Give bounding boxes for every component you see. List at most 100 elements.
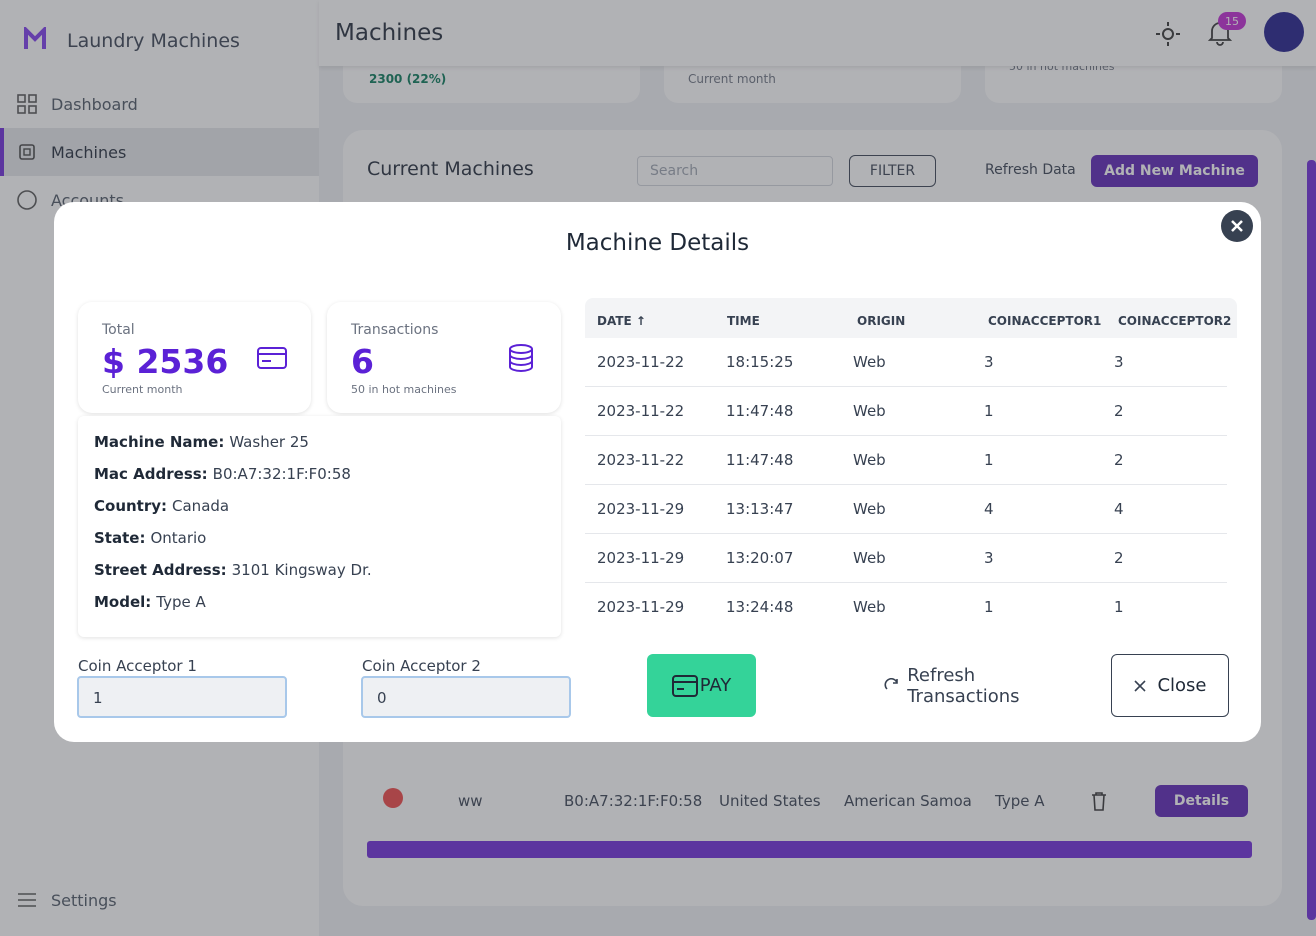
close-button[interactable]: Close xyxy=(1111,654,1229,717)
cell: 3 xyxy=(1114,353,1124,371)
cell: 3 xyxy=(984,549,994,567)
cell: Web xyxy=(853,549,886,567)
cell: 2023-11-29 xyxy=(597,598,685,616)
cell: Type A xyxy=(995,792,1045,810)
detail-row: Model: Type A xyxy=(94,593,206,611)
cell: 18:15:25 xyxy=(726,353,794,371)
accounts-icon xyxy=(17,190,37,210)
detail-label: Street Address: xyxy=(94,561,227,579)
row-divider xyxy=(585,533,1227,534)
detail-row: Country: Canada xyxy=(94,497,229,515)
pay-label: PAY xyxy=(699,675,732,696)
cell: Web xyxy=(853,451,886,469)
nav-item[interactable]: Machines xyxy=(51,143,127,162)
page-title: Machines xyxy=(335,20,444,46)
cell: 4 xyxy=(1114,500,1124,518)
nav-item[interactable]: Settings xyxy=(51,891,117,910)
cell: 13:24:48 xyxy=(726,598,794,616)
nav-active xyxy=(0,128,319,176)
cell: 2023-11-29 xyxy=(597,500,685,518)
scrollbar[interactable] xyxy=(1307,160,1316,920)
card-note: Current month xyxy=(102,383,183,396)
card-icon xyxy=(509,344,533,372)
card-label: Transactions xyxy=(351,322,439,338)
pay-button[interactable]: PAY xyxy=(647,654,756,717)
cell: 2 xyxy=(1114,451,1124,469)
row-divider xyxy=(585,484,1227,485)
detail-row: State: Ontario xyxy=(94,529,206,547)
row-divider xyxy=(585,582,1227,583)
card-value: $ 2536 xyxy=(102,342,229,381)
delete-icon[interactable] xyxy=(1090,791,1108,811)
input-label: Coin Acceptor 1 xyxy=(78,657,197,675)
cell: 11:47:48 xyxy=(726,451,794,469)
cell: ww xyxy=(458,792,483,810)
cell: 2 xyxy=(1114,549,1124,567)
coin-input[interactable]: 0 xyxy=(361,676,571,718)
details-box xyxy=(78,416,561,637)
detail-label: Model: xyxy=(94,593,152,611)
details-button[interactable]: Details xyxy=(1155,785,1248,817)
cell: 2 xyxy=(1114,402,1124,420)
row-divider xyxy=(585,435,1227,436)
header xyxy=(319,0,1316,66)
refresh-label: Refresh Transactions xyxy=(907,664,1020,707)
panel-title: Current Machines xyxy=(367,158,534,180)
column-header: TIME xyxy=(727,314,760,328)
cell: 2023-11-22 xyxy=(597,451,685,469)
add-button[interactable]: Add New Machine xyxy=(1091,155,1258,187)
detail-value: 3101 Kingsway Dr. xyxy=(231,561,372,579)
detail-value: Type A xyxy=(156,593,206,611)
coin-input[interactable]: 1 xyxy=(77,676,287,718)
detail-label: State: xyxy=(94,529,146,547)
nav-item[interactable]: Dashboard xyxy=(51,95,138,114)
cell: 2023-11-29 xyxy=(597,549,685,567)
cell: Web xyxy=(853,353,886,371)
row-divider xyxy=(585,386,1227,387)
input-label: Coin Acceptor 2 xyxy=(362,657,481,675)
card-note: 50 in hot machines xyxy=(351,383,457,396)
cell: United States xyxy=(719,792,821,810)
cell: Web xyxy=(853,598,886,616)
column-header: COINACCEPTOR2 xyxy=(1118,314,1232,328)
stat-change: 2300 (22%) xyxy=(369,72,447,86)
close-label: Close xyxy=(1157,675,1207,696)
cell: 13:13:47 xyxy=(726,500,794,518)
cell: 2023-11-22 xyxy=(597,402,685,420)
detail-value: B0:A7:32:1F:F0:58 xyxy=(212,465,351,483)
cell: Web xyxy=(853,500,886,518)
detail-row: Machine Name: Washer 25 xyxy=(94,433,309,451)
card-label: Total xyxy=(102,322,135,338)
close-x[interactable] xyxy=(1221,210,1253,242)
column-header: ORIGIN xyxy=(857,314,906,328)
cell: 1 xyxy=(984,402,994,420)
theme-toggle[interactable] xyxy=(1156,22,1180,46)
cell: B0:A7:32:1F:F0:58 xyxy=(564,792,703,810)
cell: 2023-11-22 xyxy=(597,353,685,371)
settings-icon xyxy=(18,893,36,907)
cell: 13:20:07 xyxy=(726,549,794,567)
stat-note: Current month xyxy=(688,72,776,86)
cell: 4 xyxy=(984,500,994,518)
refresh-button[interactable]: Refresh Data xyxy=(985,162,1076,178)
cell: 11:47:48 xyxy=(726,402,794,420)
cell: 1 xyxy=(984,598,994,616)
filter-button[interactable]: FILTER xyxy=(849,155,936,187)
machines-icon xyxy=(19,144,35,160)
cell: 1 xyxy=(984,451,994,469)
detail-value: Washer 25 xyxy=(229,433,309,451)
badge: 15 xyxy=(1218,12,1246,30)
detail-label: Country: xyxy=(94,497,168,515)
brand: Laundry Machines xyxy=(67,30,240,52)
refresh-transactions[interactable]: Refresh Transactions xyxy=(884,654,1084,717)
total-card xyxy=(78,302,311,413)
detail-value: Canada xyxy=(172,497,230,515)
cell: Web xyxy=(853,402,886,420)
cell: American Samoa xyxy=(844,792,972,810)
avatar[interactable] xyxy=(1264,12,1304,52)
detail-label: Machine Name: xyxy=(94,433,225,451)
table-header xyxy=(585,298,1237,338)
progress-bar xyxy=(367,841,1252,858)
search-input[interactable]: Search xyxy=(637,156,833,186)
card-icon xyxy=(257,347,287,369)
